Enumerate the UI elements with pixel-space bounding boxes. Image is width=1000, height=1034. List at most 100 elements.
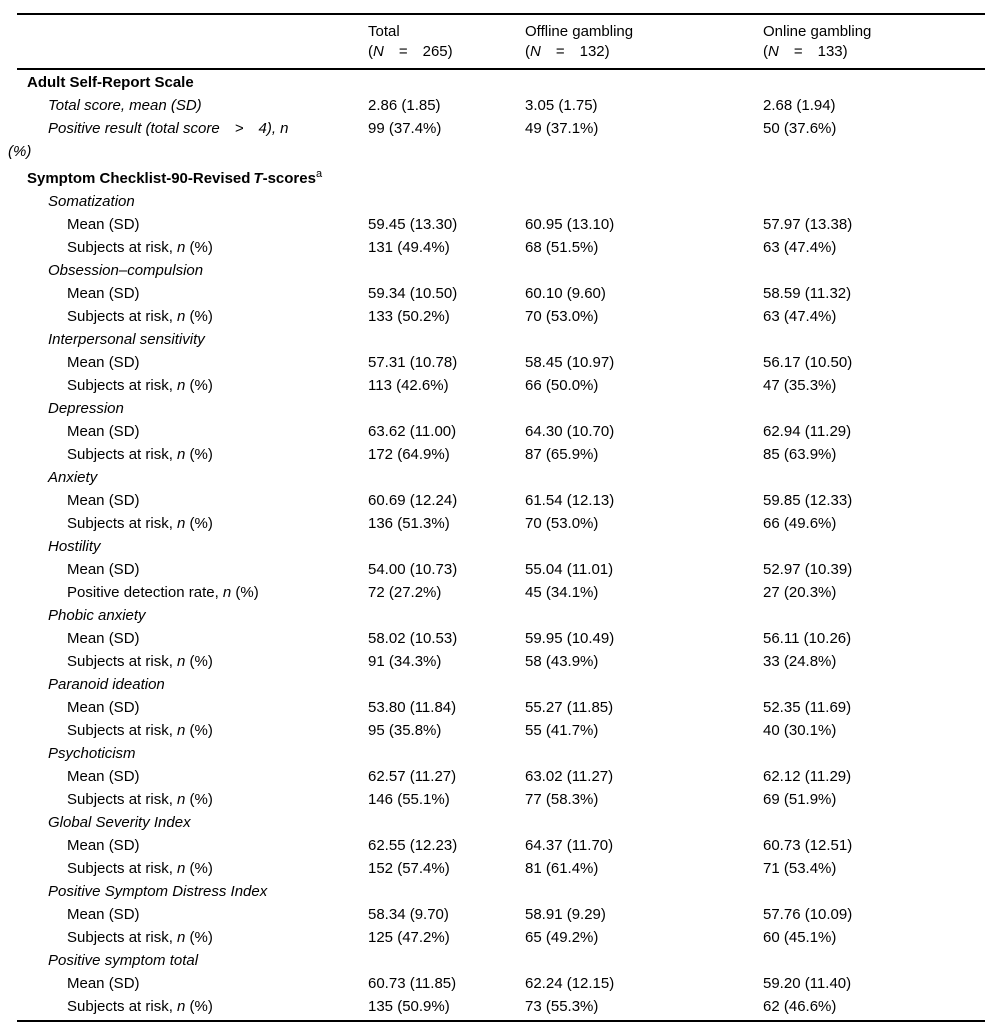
subsection-label: Somatization — [8, 190, 368, 213]
table-row: Subjects at risk, n (%) 125 (47.2%) 65 (… — [8, 926, 986, 949]
row-label: Subjects at risk, n (%) — [8, 788, 368, 811]
cell-offline: 65 (49.2%) — [525, 929, 599, 946]
cell-online: 50 (37.6%) — [763, 120, 837, 137]
n-symbol: n — [177, 446, 186, 463]
cell-offline: 55.27 (11.85) — [525, 699, 614, 716]
row-label: Subjects at risk, n (%) — [8, 512, 368, 535]
row-label-pre: Subjects at risk, — [67, 653, 178, 670]
row-label-text: Positive symptom total — [48, 952, 199, 969]
cell-offline: 62.24 (12.15) — [525, 975, 615, 992]
cell-total: 62.57 (11.27) — [368, 768, 457, 785]
table-bottom-rule — [17, 1020, 985, 1022]
cell-total: 62.55 (12.23) — [368, 837, 458, 854]
row-label-text: Mean (SD) — [67, 975, 140, 992]
cell-total: 152 (57.4%) — [368, 860, 450, 877]
cell-offline: 64.37 (11.70) — [525, 837, 614, 854]
row-label: Mean (SD) — [8, 972, 368, 995]
table-row: Somatization — [8, 190, 986, 213]
subsection-label: Interpersonal sensitivity — [8, 328, 368, 351]
subsection-label: Global Severity Index — [8, 811, 368, 834]
cell-online: 57.76 (10.09) — [763, 906, 853, 923]
row-label: Mean (SD) — [8, 627, 368, 650]
row-label-post: (%) — [185, 722, 213, 739]
row-label-text: Hostility — [48, 538, 101, 555]
cell-total: 125 (47.2%) — [368, 929, 450, 946]
table-row: Mean (SD) 59.34 (10.50) 60.10 (9.60) 58.… — [8, 282, 986, 305]
cell-offline: 60.95 (13.10) — [525, 216, 615, 233]
row-label-post: (%) — [185, 308, 213, 325]
table-row: Subjects at risk, n (%) 131 (49.4%) 68 (… — [8, 236, 986, 259]
cell-online: 71 (53.4%) — [763, 860, 837, 877]
row-label: Subjects at risk, n (%) — [8, 650, 368, 673]
statistics-table: Total (N = 265) Offline gambling (N = 13… — [8, 13, 986, 1022]
n-symbol: n — [177, 653, 186, 670]
row-label-pre: Subjects at risk, — [67, 722, 178, 739]
cell-total: 57.31 (10.78) — [368, 354, 458, 371]
n-symbol: N — [373, 42, 384, 60]
table-row: Paranoid ideation — [8, 673, 986, 696]
table-row: Global Severity Index — [8, 811, 986, 834]
cell-online: 69 (51.9%) — [763, 791, 837, 808]
n-symbol: n — [177, 860, 186, 877]
cell-online: 66 (49.6%) — [763, 515, 837, 532]
cell-offline: 66 (50.0%) — [525, 377, 599, 394]
cell-online: 56.11 (10.26) — [763, 630, 852, 647]
paren-open: ( — [368, 42, 373, 60]
table-row: Mean (SD) 58.02 (10.53) 59.95 (10.49) 56… — [8, 627, 986, 650]
row-label: Mean (SD) — [8, 765, 368, 788]
cell-online: 62 (46.6%) — [763, 998, 837, 1015]
n-symbol: n — [177, 791, 186, 808]
table-top-rule — [17, 13, 985, 15]
header-online-title: Online gambling — [763, 22, 872, 40]
n-symbol: n — [177, 722, 186, 739]
cell-online: 47 (35.3%) — [763, 377, 837, 394]
row-label-line1: Positive result (total score > 4), n — [48, 120, 289, 137]
row-label-post: (%) — [185, 377, 213, 394]
cell-online: 59.85 (12.33) — [763, 492, 853, 509]
cell-online: 57.97 (13.38) — [763, 216, 853, 233]
row-label: Positive detection rate, n (%) — [8, 581, 368, 604]
cell-online: 56.17 (10.50) — [763, 354, 853, 371]
row-label-text: Total score, mean (SD) — [48, 97, 202, 114]
row-label-pre: Subjects at risk, — [67, 239, 178, 256]
row-label: Subjects at risk, n (%) — [8, 995, 368, 1018]
cell-online: 40 (30.1%) — [763, 722, 837, 739]
row-label-post: (%) — [231, 584, 259, 601]
cell-offline: 63.02 (11.27) — [525, 768, 614, 785]
row-label-text: Mean (SD) — [67, 216, 140, 233]
row-label: Mean (SD) — [8, 282, 368, 305]
cell-total: 133 (50.2%) — [368, 308, 450, 325]
cell-offline: 73 (55.3%) — [525, 998, 599, 1015]
row-label: Subjects at risk, n (%) — [8, 374, 368, 397]
n-symbol: n — [177, 929, 186, 946]
row-label-post: (%) — [185, 446, 213, 463]
section-label-t: T — [253, 170, 263, 187]
cell-online: 63 (47.4%) — [763, 239, 837, 256]
cell-offline: 60.10 (9.60) — [525, 285, 606, 302]
cell-offline: 77 (58.3%) — [525, 791, 599, 808]
table-body: Adult Self-Report Scale Total score, mea… — [8, 70, 986, 1020]
row-label: Mean (SD) — [8, 489, 368, 512]
cell-offline: 58 (43.9%) — [525, 653, 599, 670]
subsection-label: Depression — [8, 397, 368, 420]
cell-online: 2.68 (1.94) — [763, 97, 836, 114]
cell-online: 59.20 (11.40) — [763, 975, 852, 992]
cell-total: 91 (34.3%) — [368, 653, 442, 670]
row-label-text: Somatization — [48, 193, 135, 210]
n-symbol: n — [177, 308, 186, 325]
footnote-marker: a — [315, 168, 323, 180]
row-label-pre: Subjects at risk, — [67, 515, 178, 532]
table-row: Mean (SD) 58.34 (9.70) 58.91 (9.29) 57.7… — [8, 903, 986, 926]
table-row: Psychoticism — [8, 742, 986, 765]
cell-total: 99 (37.4%) — [368, 120, 442, 137]
subsection-label: Positive symptom total — [8, 949, 368, 972]
row-label: Subjects at risk, n (%) — [8, 857, 368, 880]
table-row: Mean (SD) 63.62 (11.00) 64.30 (10.70) 62… — [8, 420, 986, 443]
row-label: Subjects at risk, n (%) — [8, 443, 368, 466]
table-row: Subjects at risk, n (%) 146 (55.1%) 77 (… — [8, 788, 986, 811]
table-row: Subjects at risk, n (%) 136 (51.3%) 70 (… — [8, 512, 986, 535]
row-label-pre: Subjects at risk, — [67, 791, 178, 808]
cell-online: 52.97 (10.39) — [763, 561, 853, 578]
cell-offline: 64.30 (10.70) — [525, 423, 615, 440]
cell-total: 95 (35.8%) — [368, 722, 442, 739]
